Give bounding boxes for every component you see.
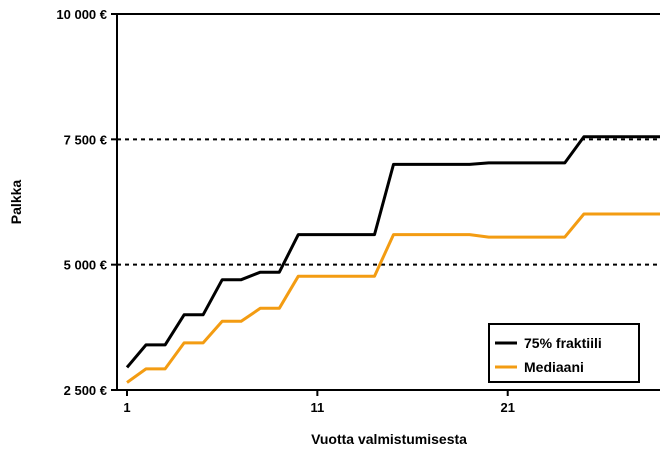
legend-box: [488, 323, 640, 383]
y-tick-label: 10 000 €: [56, 7, 107, 22]
legend-label-mediaani: Mediaani: [524, 359, 584, 375]
legend: 75% fraktiili Mediaani: [488, 323, 640, 383]
gridlines: [117, 13, 660, 266]
y-tick-label: 5 000 €: [64, 258, 107, 273]
ticks: 2 500 €5 000 €7 500 €10 000 €1 11 21: [56, 7, 515, 415]
axes: [116, 14, 660, 391]
series-line-0: [125, 135, 660, 369]
x-axis-title: Vuotta valmistumisesta: [311, 431, 467, 447]
x-tick-label: 1: [123, 400, 130, 415]
y-axis-title: Palkka: [8, 180, 24, 225]
series-layer: [125, 135, 660, 384]
y-tick-label: 2 500 €: [64, 383, 107, 398]
series-line-1: [126, 212, 660, 384]
x-tick-label: 21: [500, 400, 514, 415]
x-tick-label: 11: [310, 400, 324, 415]
legend-label-75-fraktiili: 75% fraktiili: [524, 335, 602, 351]
y-tick-label: 7 500 €: [64, 132, 107, 147]
